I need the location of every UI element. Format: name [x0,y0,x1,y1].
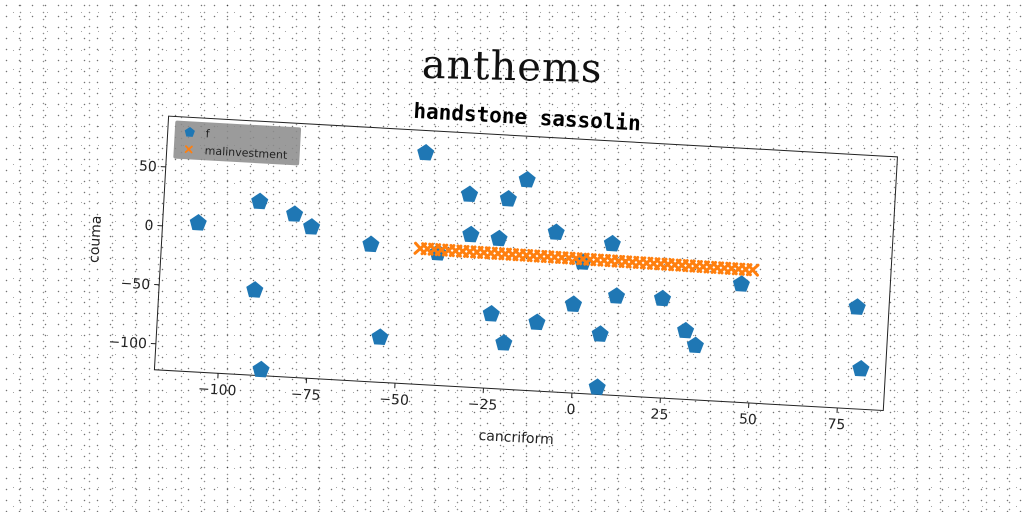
data-point [603,234,621,252]
data-point [745,263,760,277]
data-point [677,321,695,339]
data-point [495,334,513,351]
x-tick-label: −50 [379,391,409,409]
data-point [490,229,508,247]
data-point [653,289,672,307]
data-point [371,328,389,345]
x-tick-label: 25 [650,407,669,424]
data-point [362,235,380,253]
series-malinvestment [413,241,760,277]
data-point [591,325,609,342]
data-point [482,305,500,322]
legend-marker [184,126,195,137]
x-tick-label: −25 [467,396,497,414]
data-point [251,192,269,210]
legend-label: f [205,127,211,140]
x-tick-label: −75 [290,386,320,404]
legend: f malinvestment [173,120,302,166]
data-point [417,143,435,161]
x-axis-label: cancriform [478,428,554,448]
data-point [608,287,626,304]
data-layer [189,143,870,395]
legend-box [173,120,302,166]
data-point [564,295,583,312]
y-tick-label: 0 [144,218,154,234]
legend-marker [184,145,193,154]
data-point [461,185,479,203]
data-point [547,223,565,241]
chart-title: handstone sassolin [413,99,642,136]
y-axis-label: couma [86,215,105,263]
data-point [588,378,606,395]
y-tick-label: 50 [138,158,157,175]
series-f [189,143,870,395]
y-tick-label: −100 [108,334,147,352]
plot-root: handstone sassolin −100 −75 −50 −25 0 25 50 75 5… [86,99,898,448]
x-tick-label: 0 [566,402,576,418]
data-point [499,190,517,207]
legend-items: f malinvestment [184,126,288,162]
data-point [528,313,546,331]
legend-label: malinvestment [204,144,288,162]
data-point [246,281,264,298]
plot-area-frame [153,115,898,412]
data-point [852,359,870,377]
y-tick-label: −50 [120,276,150,294]
data-point [848,298,866,315]
data-point [303,218,321,235]
data-point [189,214,207,231]
data-point [286,205,304,222]
data-point [462,225,480,243]
data-point [518,170,536,188]
x-tick-label: 75 [827,416,846,433]
data-point [686,336,704,354]
data-point [252,360,270,378]
axes-layer: −100 −75 −50 −25 0 25 50 75 50 0 −50 −100 [108,158,846,433]
x-tick-label: 50 [739,411,758,428]
data-point [732,275,750,292]
x-tick-label: −100 [198,381,237,399]
